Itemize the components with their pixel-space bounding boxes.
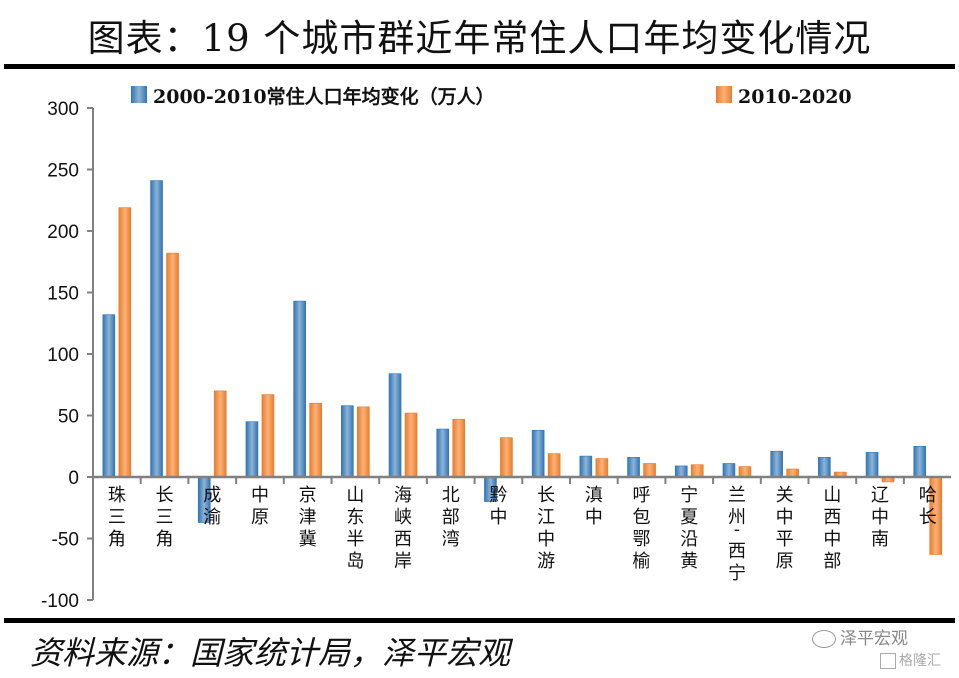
bar-2010-2020: [690, 464, 704, 478]
legend-swatch-series2: [716, 86, 732, 103]
y-tick-label: 250: [47, 161, 79, 182]
x-tick-label: 山西中部: [823, 485, 841, 572]
bar-2000-2010: [818, 457, 831, 478]
bar-2000-2010: [913, 445, 927, 478]
x-tick-label: 呼包鄂榆: [633, 485, 651, 572]
bar-2000-2010: [436, 428, 450, 478]
bar-2010-2020: [547, 453, 561, 478]
top-rule: [4, 64, 955, 69]
legend-label-series2: 2010-2020: [738, 86, 852, 108]
source-note: 资料来源：国家统计局，泽平宏观: [30, 634, 511, 672]
x-tick-label: 成渝: [203, 485, 221, 528]
bar-2000-2010: [722, 463, 736, 478]
bar-2000-2010: [388, 373, 402, 478]
x-tick-label: 山东半岛: [346, 485, 364, 572]
bar-2000-2010: [770, 450, 783, 478]
bar-2000-2010: [341, 405, 354, 478]
bar-2000-2010: [865, 452, 879, 478]
bar-2010-2020: [166, 252, 179, 478]
x-tick-label: 中原: [251, 485, 269, 528]
x-tick-label: 关中平原: [776, 485, 794, 572]
bar-2010-2020: [500, 437, 513, 478]
y-axis: 300 250 200 150 100 50 0 -50 -100: [41, 99, 94, 612]
bars: [102, 180, 943, 555]
y-tick-label: 0: [68, 468, 79, 489]
y-tick-label: 150: [47, 284, 79, 305]
bottom-rule: [4, 618, 955, 623]
x-tick-label: 长江中游: [537, 485, 555, 572]
bar-2010-2020: [404, 412, 418, 478]
bar-2000-2010: [579, 455, 593, 478]
legend-swatch-series1: [131, 86, 147, 103]
bar-2010-2020: [261, 394, 275, 478]
gelonghui-logo-icon: [880, 653, 896, 669]
y-tick-label: 100: [47, 345, 79, 366]
x-tick-label: 辽中南: [871, 485, 889, 550]
x-tick-label: 长三角: [156, 485, 174, 550]
x-tick-label: 珠三角: [108, 485, 126, 550]
bar-2010-2020: [595, 458, 609, 478]
wechat-icon: [812, 630, 836, 648]
x-tick-label: 哈长: [919, 485, 937, 528]
x-tick-label: 宁夏沿黄: [680, 485, 698, 572]
bar-2010-2020: [643, 463, 656, 478]
chart-title: 图表：19 个城市群近年常住人口年均变化情况: [87, 17, 872, 60]
legend: 2000-2010常住人口年均变化（万人） 2010-2020: [131, 85, 852, 108]
bar-2010-2020: [309, 402, 322, 478]
bar-2010-2020: [213, 390, 227, 478]
watermark-wechat: 泽平宏观: [812, 624, 908, 649]
x-tick-label: 海峡西岸: [394, 485, 412, 572]
x-tick-label: 黔中: [489, 485, 507, 528]
bar-2000-2010: [674, 465, 688, 478]
bar-2000-2010: [293, 300, 306, 478]
x-tick-label: 北部湾: [442, 485, 460, 550]
x-tick-label: 京津冀: [299, 485, 317, 550]
x-tick-label: 兰州-西宁: [728, 485, 746, 584]
bar-2010-2020: [357, 406, 370, 478]
watermark-site: 格隆汇: [880, 650, 941, 670]
bar-2010-2020: [738, 466, 752, 478]
bar-2000-2010: [531, 429, 545, 478]
watermark-site-label: 格隆汇: [899, 653, 941, 669]
y-tick-label: -50: [52, 530, 79, 551]
bar-2000-2010: [627, 457, 640, 478]
bar-2000-2010: [245, 421, 259, 478]
y-tick-label: 50: [58, 407, 79, 428]
bar-2010-2020: [118, 207, 132, 478]
bar-2000-2010: [150, 180, 163, 478]
y-tick-label: 200: [47, 222, 79, 243]
bar-2010-2020: [452, 418, 466, 478]
x-tick-label: 滇中: [585, 485, 603, 528]
bar-2000-2010: [102, 314, 116, 478]
y-tick-label: -100: [41, 591, 79, 612]
y-tick-label: 300: [47, 99, 79, 120]
legend-label-series1: 2000-2010常住人口年均变化（万人）: [153, 85, 495, 108]
watermark-wechat-label: 泽平宏观: [840, 629, 908, 649]
